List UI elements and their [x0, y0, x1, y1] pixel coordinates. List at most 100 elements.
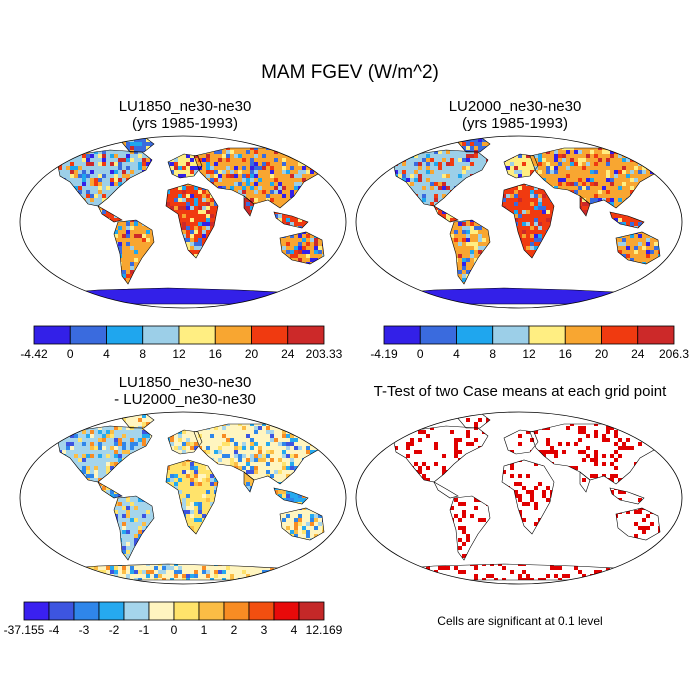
grid-cell: [510, 250, 514, 254]
grid-cell: [254, 150, 258, 154]
grid-cell: [270, 190, 274, 194]
grid-cell: [326, 282, 330, 286]
grid-cell: [266, 538, 270, 542]
grid-cell: [250, 170, 254, 174]
grid-cell: [214, 262, 218, 266]
grid-cell: [206, 574, 210, 578]
grid-cell: [646, 250, 650, 254]
grid-cell: [402, 254, 406, 258]
grid-cell: [58, 418, 62, 422]
grid-cell: [230, 266, 234, 270]
grid-cell: [514, 278, 518, 282]
grid-cell: [474, 242, 478, 246]
grid-cell: [186, 154, 190, 158]
grid-cell: [374, 246, 378, 250]
grid-cell: [530, 230, 534, 234]
grid-cell: [638, 274, 642, 278]
grid-cell: [482, 142, 486, 146]
grid-cell: [298, 426, 302, 430]
grid-cell: [290, 570, 294, 574]
grid-cell: [238, 190, 242, 194]
grid-cell: [322, 482, 326, 486]
grid-cell: [274, 498, 278, 502]
grid-cell: [210, 418, 214, 422]
grid-cell: [406, 242, 410, 246]
significant-cell: [366, 410, 370, 414]
grid-cell: [182, 578, 186, 580]
grid-cell: [154, 158, 158, 162]
grid-cell: [486, 218, 490, 222]
grid-cell: [170, 474, 174, 478]
grid-cell: [578, 178, 582, 182]
grid-cell: [118, 438, 122, 442]
grid-cell: [254, 210, 258, 214]
grid-cell: [78, 546, 82, 550]
grid-cell: [506, 262, 510, 266]
grid-cell: [514, 190, 518, 194]
grid-cell: [502, 242, 506, 246]
grid-cell: [162, 566, 166, 570]
grid-cell: [174, 454, 178, 458]
grid-cell: [670, 266, 674, 270]
grid-cell: [282, 494, 286, 498]
grid-cell: [94, 482, 98, 486]
grid-cell: [302, 166, 306, 170]
grid-cell: [258, 222, 262, 226]
grid-cell: [306, 498, 310, 502]
grid-cell: [630, 170, 634, 174]
grid-cell: [362, 286, 366, 290]
grid-cell: [202, 570, 206, 574]
grid-cell: [290, 230, 294, 234]
grid-cell: [54, 570, 58, 574]
grid-cell: [534, 158, 538, 162]
grid-cell: [342, 474, 346, 478]
grid-cell: [106, 434, 110, 438]
grid-cell: [50, 574, 54, 578]
grid-cell: [582, 182, 586, 186]
grid-cell: [102, 434, 106, 438]
grid-cell: [118, 262, 122, 266]
grid-cell: [134, 190, 138, 194]
grid-cell: [38, 514, 42, 518]
grid-cell: [270, 554, 274, 558]
grid-cell: [406, 278, 410, 282]
grid-cell: [102, 190, 106, 194]
grid-cell: [558, 178, 562, 182]
grid-cell: [46, 230, 50, 234]
grid-cell: [606, 302, 610, 304]
grid-cell: [43, 290, 46, 294]
grid-cell: [626, 270, 630, 274]
grid-cell: [90, 414, 94, 418]
grid-cell: [610, 190, 614, 194]
grid-cell: [58, 466, 62, 470]
grid-cell: [390, 154, 394, 158]
grid-cell: [506, 270, 510, 274]
grid-cell: [346, 510, 348, 514]
grid-cell: [70, 446, 74, 450]
grid-cell: [578, 150, 582, 154]
grid-cell: [134, 298, 138, 302]
grid-cell: [506, 194, 510, 198]
grid-cell: [442, 182, 446, 186]
grid-cell: [458, 298, 462, 302]
grid-cell: [50, 434, 54, 438]
grid-cell: [170, 478, 174, 482]
grid-cell: [218, 438, 222, 442]
grid-cell: [270, 518, 274, 522]
grid-cell: [558, 278, 562, 282]
grid-cell: [542, 146, 546, 150]
grid-cell: [246, 410, 250, 414]
coastline-sa: [113, 495, 155, 561]
grid-cell: [30, 182, 34, 186]
grid-cell: [270, 238, 274, 242]
grid-cell: [258, 250, 262, 254]
grid-cell: [86, 234, 90, 238]
grid-cell: [154, 226, 158, 230]
grid-cell: [550, 302, 554, 304]
grid-cell: [114, 426, 118, 430]
grid-cell: [474, 146, 478, 150]
grid-cell: [670, 262, 674, 266]
grid-cell: [290, 422, 294, 426]
grid-cell: [258, 502, 262, 506]
grid-cell: [446, 154, 450, 158]
